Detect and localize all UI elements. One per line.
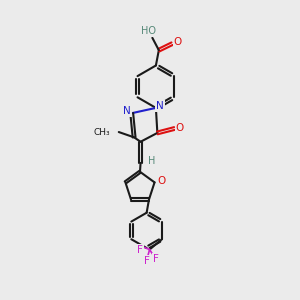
Text: F: F [152,254,158,264]
Text: O: O [176,123,184,133]
Text: HO: HO [141,26,156,36]
Text: N: N [156,101,164,111]
Text: F: F [137,244,143,254]
Text: CH₃: CH₃ [94,128,110,136]
Text: H: H [148,156,155,166]
Text: N: N [123,106,131,116]
Text: F: F [144,256,150,266]
Text: O: O [157,176,165,186]
Text: O: O [174,37,182,47]
